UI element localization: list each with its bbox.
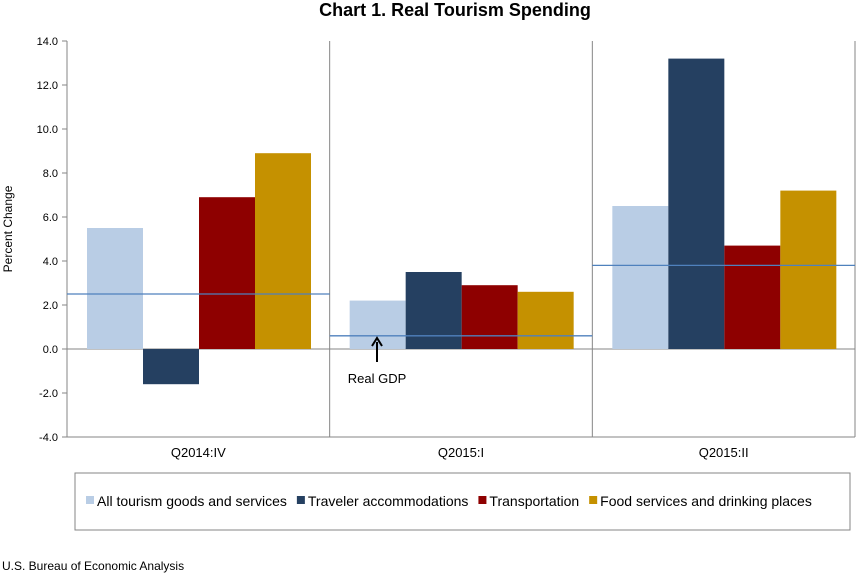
legend-label-1: Traveler accommodations bbox=[308, 493, 469, 509]
arrow-head-icon bbox=[371, 336, 383, 347]
x-tick-label: Q2014:IV bbox=[171, 445, 226, 460]
y-tick-label: 10.0 bbox=[37, 124, 58, 136]
y-axis-label: Percent Change bbox=[1, 185, 15, 272]
bar-1-1 bbox=[405, 272, 462, 349]
y-tick-label: 0.0 bbox=[43, 344, 58, 356]
bar-3-2 bbox=[780, 190, 837, 349]
x-tick-label: Q2015:II bbox=[699, 445, 749, 460]
source-note: U.S. Bureau of Economic Analysis bbox=[2, 559, 185, 573]
bar-2-1 bbox=[461, 285, 518, 349]
legend-label-2: Transportation bbox=[489, 493, 579, 509]
bar-3-1 bbox=[517, 291, 574, 349]
bar-1-2 bbox=[668, 58, 725, 349]
bar-3-0 bbox=[255, 153, 311, 349]
chart-title: Chart 1. Real Tourism Spending bbox=[319, 0, 591, 20]
legend-swatch-0 bbox=[86, 496, 94, 504]
x-tick-label: Q2015:I bbox=[438, 445, 484, 460]
bar-0-2 bbox=[612, 206, 669, 349]
bar-2-2 bbox=[724, 245, 781, 349]
legend-label-3: Food services and drinking places bbox=[600, 493, 812, 509]
bar-2-0 bbox=[199, 197, 255, 349]
y-tick-label: 2.0 bbox=[43, 300, 58, 312]
y-tick-label: 4.0 bbox=[43, 256, 58, 268]
legend-swatch-3 bbox=[589, 496, 598, 504]
y-tick-label: 14.0 bbox=[37, 36, 58, 48]
bar-0-0 bbox=[87, 228, 143, 349]
y-tick-label: -2.0 bbox=[39, 388, 58, 400]
legend-swatch-2 bbox=[478, 496, 487, 504]
legend-box bbox=[74, 472, 851, 531]
bar-1-0 bbox=[143, 349, 199, 385]
y-tick-label: 8.0 bbox=[43, 168, 58, 180]
y-tick-label: 6.0 bbox=[43, 212, 58, 224]
chart-svg: 14.0 12.0 10.0 8.0 6.0 4.0 2.0 0.0 -2.0 -4.0 Perce… bbox=[1, 36, 856, 531]
bar-0-1 bbox=[349, 300, 406, 349]
annotation-label: Real GDP bbox=[348, 371, 407, 386]
y-tick-label: 12.0 bbox=[37, 80, 58, 92]
y-tick-label: -4.0 bbox=[39, 432, 58, 444]
legend-swatch-1 bbox=[296, 496, 305, 504]
legend-label-0: All tourism goods and services bbox=[97, 493, 287, 509]
